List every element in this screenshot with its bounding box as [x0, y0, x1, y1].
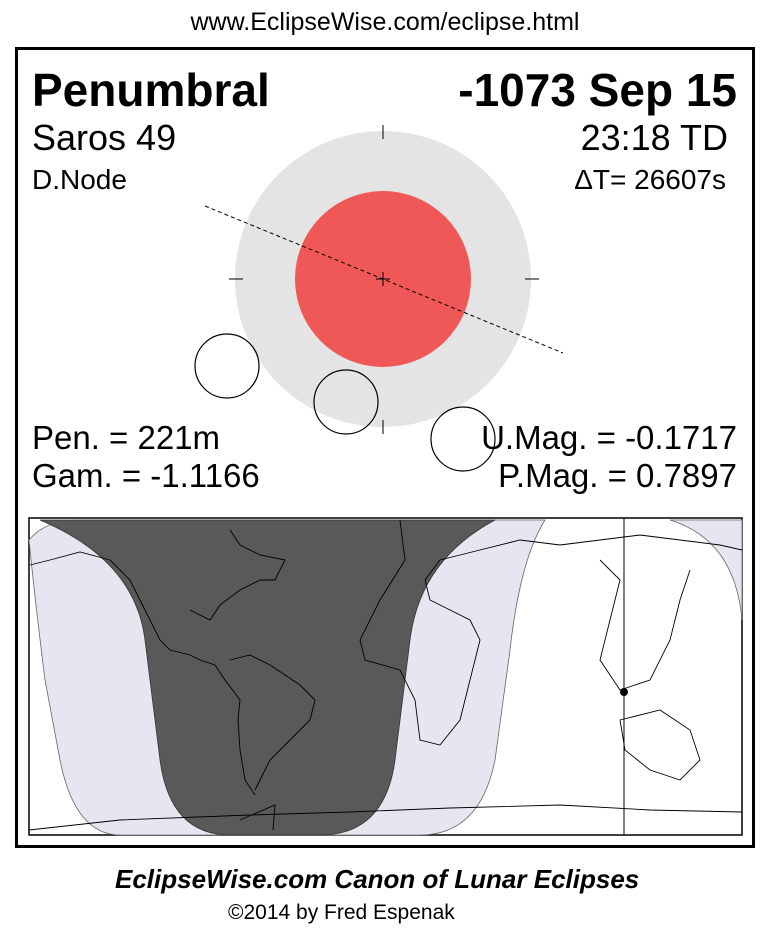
moon-position-exit — [430, 406, 496, 472]
moon-path-line — [204, 205, 564, 354]
penumbral-duration: Pen. = 221m — [32, 419, 221, 456]
node: D.Node — [32, 164, 127, 195]
eclipse-date: -1073 Sep 15 — [458, 64, 737, 116]
gamma: Gam. = -1.1166 — [32, 457, 260, 494]
delta-t: ΔT= 26607s — [574, 164, 726, 195]
moon-position-greatest — [313, 369, 379, 435]
coastlines — [28, 519, 743, 831]
footer-copyright: ©2014 by Fred Espenak — [228, 901, 455, 924]
eclipse-type: Penumbral — [32, 64, 270, 116]
eclipse-time: 23:18 TD — [580, 117, 728, 158]
penumbral-magnitude: P.Mag. = 0.7897 — [498, 457, 737, 494]
moon-position-entry — [194, 333, 260, 399]
saros-number: Saros 49 — [32, 117, 177, 158]
footer-title: EclipseWise.com Canon of Lunar Eclipses — [115, 864, 640, 894]
url-header[interactable]: www.EclipseWise.com/eclipse.html — [190, 8, 580, 36]
umbral-magnitude: U.Mag. = -0.1717 — [481, 419, 737, 456]
greatest-eclipse-point — [620, 688, 628, 696]
eclipse-frame — [15, 47, 755, 848]
visibility-map — [28, 517, 743, 836]
